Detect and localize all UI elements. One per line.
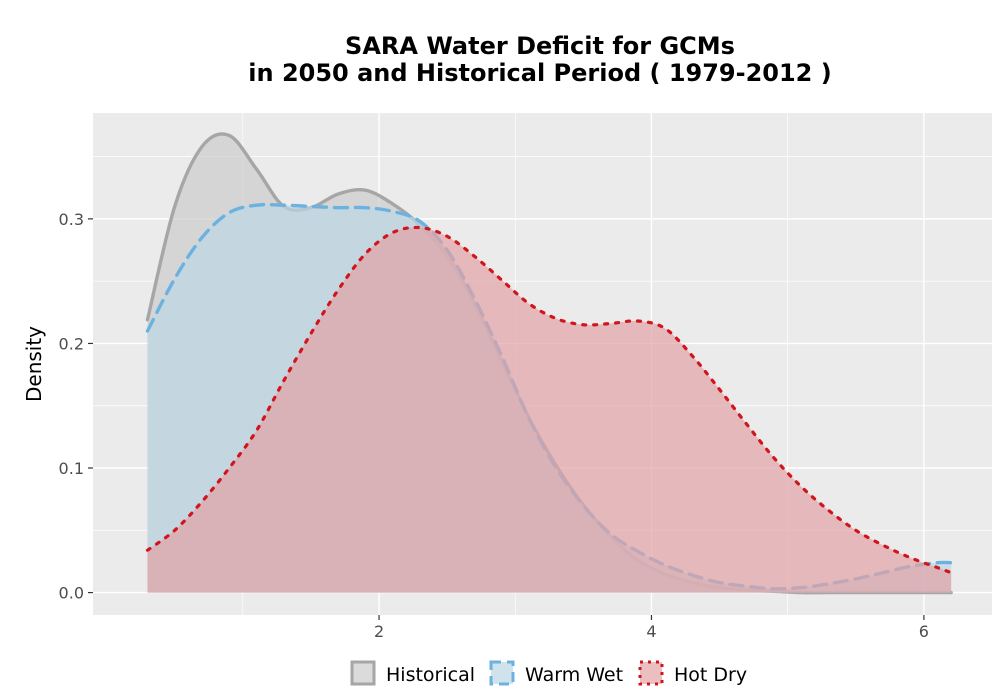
y-tick-label: 0.0 [59, 584, 84, 603]
x-tick-label: 2 [374, 622, 384, 641]
legend: Historical Warm Wet Hot Dry [350, 660, 747, 686]
legend-label-hot-dry: Hot Dry [674, 664, 747, 686]
legend-key-historical [350, 660, 376, 686]
y-tick-label: 0.3 [59, 210, 84, 229]
legend-key-hot-dry [638, 660, 664, 686]
legend-label-warm-wet: Warm Wet [525, 664, 623, 686]
y-axis: 0.0 0.1 0.2 0.3 [59, 210, 93, 603]
x-tick-label: 6 [919, 622, 929, 641]
y-tick-label: 0.1 [59, 459, 84, 478]
y-axis-title: Density [22, 326, 46, 402]
x-axis: 2 4 6 [374, 615, 929, 641]
legend-key-warm-wet [489, 660, 515, 686]
chart-subtitle: in 2050 and Historical Period ( 1979-201… [248, 59, 831, 87]
density-series [145, 132, 953, 595]
y-tick-label: 0.2 [59, 334, 84, 353]
chart-title: SARA Water Deficit for GCMs [345, 32, 735, 60]
x-tick-label: 4 [646, 622, 656, 641]
density-area-hot-dry [147, 227, 952, 593]
density-line-hot-dry [145, 225, 953, 575]
legend-label-historical: Historical [386, 664, 475, 686]
